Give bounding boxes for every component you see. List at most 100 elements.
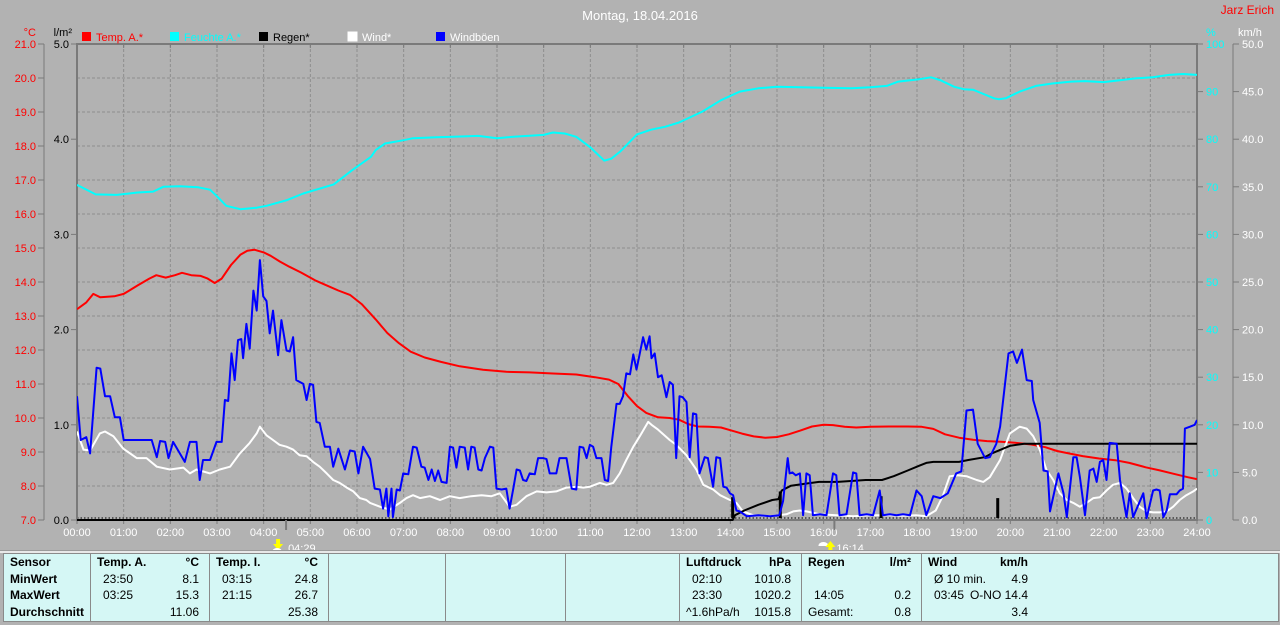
rain-tick-label: 3.0: [54, 229, 69, 241]
luftdruck-title: Luftdruck: [686, 555, 742, 569]
humidity-tick-label: 10: [1206, 467, 1218, 479]
sun-up-arrow-icon: [825, 541, 836, 550]
temp-a-min-time: 23:50: [103, 571, 134, 586]
temp-i-max-value: 26.7: [294, 588, 318, 603]
series-windb-en-line: [77, 259, 1197, 520]
stats-col-row-labels: Sensor MinWert MaxWert Durchschnitt: [4, 554, 90, 621]
regen-total-label: Gesamt:: [808, 604, 854, 619]
stats-col-luftdruck: Luftdruck hPa 02:10 1010.8 23:30 1020.2 ^1.…: [679, 554, 801, 621]
x-tick-label: 09:00: [483, 527, 511, 539]
luftdruck-max-value: 1020.2: [754, 588, 791, 603]
legend-swatch: [259, 32, 268, 41]
stats-col-empty-3: [565, 554, 679, 621]
legend-label: Wind*: [362, 32, 392, 44]
humidity-tick-label: 70: [1206, 182, 1218, 194]
x-tick-label: 15:00: [763, 527, 791, 539]
temp-a-min-value: 8.1: [182, 571, 199, 586]
x-tick-label: 05:00: [297, 527, 325, 539]
wind-tick-label: 50.0: [1242, 39, 1263, 51]
humidity-tick-label: 60: [1206, 229, 1218, 241]
humidity-tick-label: 20: [1206, 420, 1218, 432]
stats-col-empty-1: [328, 554, 445, 621]
sun-half-disc-icon: [818, 542, 829, 546]
temp-tick-label: 9.0: [21, 447, 36, 459]
x-tick-label: 01:00: [110, 527, 138, 539]
temp-i-avg-value: 25.38: [287, 604, 318, 619]
y-axis-wind: km/h50.0 45.0 40.0 35.0 30.0 25.0 20.0 15.0 10.0…: [1232, 27, 1263, 527]
temp-tick-label: 21.0: [15, 39, 36, 51]
humidity-tick-label: 0: [1206, 515, 1212, 527]
rain-tick-label: 0.0: [54, 515, 69, 527]
humidity-tick-label: 30: [1206, 372, 1218, 384]
y-axis-rain: l/m²5.0 4.0 3.0 2.0 1.0 0.0: [54, 27, 77, 527]
series-wind-line: [77, 420, 1197, 518]
stats-col-temp-i: Temp. I. °C 03:15 24.8 21:15 26.7 25.38: [209, 554, 328, 621]
wind-max-time: 03:45: [934, 588, 965, 603]
legend-label: Windböen: [450, 32, 500, 44]
x-tick-label: 04:00: [250, 527, 278, 539]
temp-i-max-time: 21:15: [222, 588, 253, 603]
luftdruck-min-time: 02:10: [692, 571, 723, 586]
x-tick-label: 16:00: [810, 527, 838, 539]
sun-marker-time: 16:14: [836, 543, 864, 550]
x-tick-label: 18:00: [903, 527, 931, 539]
wind-tick-label: 0.0: [1242, 515, 1257, 527]
regen-min-time: [802, 571, 814, 588]
wind-tick-label: 35.0: [1242, 182, 1263, 194]
legend-swatch: [347, 31, 358, 42]
stats-col-wind: Wind km/h Ø 10 min. 4.9 03:45 O-NO 14.4 3.4: [921, 554, 1278, 621]
regen-total-value: 0.8: [894, 604, 911, 619]
regen-max-time: 14:05: [814, 588, 845, 603]
series-regen-line: [77, 442, 1197, 521]
row-label-durchschnitt: Durchschnitt: [10, 604, 85, 619]
rain-tick-label: 4.0: [54, 134, 69, 146]
humidity-axis-title: %: [1206, 27, 1216, 39]
x-tick-label: 21:00: [1043, 527, 1071, 539]
wind-title: Wind: [928, 555, 958, 569]
temp-i-title: Temp. I.: [216, 555, 261, 569]
sun-down-arrow-icon: [273, 539, 284, 550]
rain-bar: [731, 497, 735, 519]
luftdruck-max-time: 23:30: [692, 588, 723, 603]
luftdruck-min-value: 1010.8: [754, 571, 791, 586]
x-tick-label: 06:00: [343, 527, 371, 539]
x-tick-label: 03:00: [203, 527, 231, 539]
temp-tick-label: 14.0: [15, 277, 36, 289]
chart-title: Montag, 18.04.2016: [582, 8, 698, 23]
rain-bar: [996, 498, 1000, 519]
temp-axis-title: °C: [24, 27, 36, 39]
temp-i-unit: °C: [304, 555, 318, 569]
x-tick-label: 11:00: [577, 527, 604, 539]
luftdruck-avg-value: 1015.8: [754, 604, 791, 619]
temp-tick-label: 18.0: [15, 141, 36, 153]
rain-bar: [778, 491, 782, 519]
wind-tick-label: 15.0: [1242, 372, 1263, 384]
sun-half-disc-icon: [272, 548, 282, 550]
humidity-tick-label: 100: [1206, 39, 1224, 51]
x-tick-label: 08:00: [437, 527, 465, 539]
row-label-minwert: MinWert: [10, 571, 58, 586]
legend-swatch: [82, 32, 91, 41]
rain-tick-label: 2.0: [54, 325, 69, 337]
regen-unit: l/m²: [889, 555, 911, 569]
temp-i-min-time: 03:15: [222, 571, 253, 586]
x-tick-label: 22:00: [1090, 527, 1118, 539]
temp-tick-label: 20.0: [15, 73, 36, 85]
humidity-tick-label: 50: [1206, 277, 1218, 289]
regen-min-value: [911, 571, 921, 588]
wind-tick-label: 40.0: [1242, 134, 1263, 146]
wind-avg-value: 3.4: [1011, 604, 1028, 619]
legend-label: Feuchte A.*: [184, 32, 242, 44]
temp-a-unit: °C: [185, 555, 199, 569]
stats-col-empty-2: [445, 554, 565, 621]
stats-col-regen: Regen l/m² 14:05 0.2 Gesamt: 0.8: [801, 554, 921, 621]
x-tick-label: 24:00: [1183, 527, 1211, 539]
x-tick-label: 20:00: [997, 527, 1025, 539]
x-tick-label: 07:00: [390, 527, 418, 539]
temp-tick-label: 17.0: [15, 175, 36, 187]
temp-tick-label: 7.0: [21, 515, 36, 527]
humidity-tick-label: 80: [1206, 134, 1218, 146]
sun-markers: 04:29 16:14: [272, 520, 864, 550]
hour-ticks: [76, 44, 1198, 524]
temp-tick-label: 13.0: [15, 311, 36, 323]
